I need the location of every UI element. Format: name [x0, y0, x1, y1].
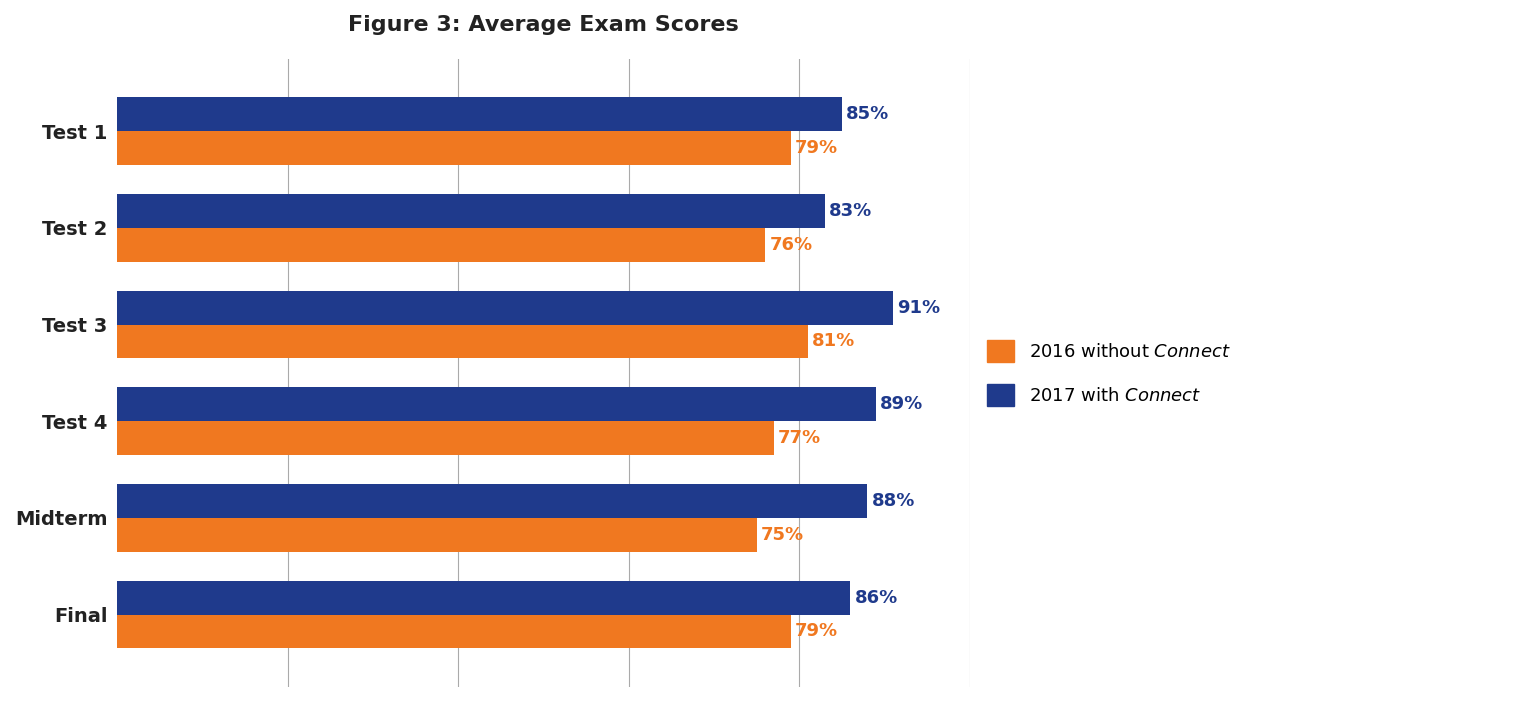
Text: 89%: 89% [880, 395, 923, 413]
Bar [117, 324, 807, 359]
Text: 81%: 81% [812, 333, 854, 350]
Bar [117, 388, 876, 421]
Text: 79%: 79% [795, 139, 838, 157]
Bar [117, 194, 824, 228]
Text: 85%: 85% [845, 105, 889, 124]
Text: 88%: 88% [871, 492, 915, 510]
Bar [117, 421, 774, 455]
Bar [117, 228, 765, 262]
Bar [117, 131, 790, 165]
Text: 75%: 75% [762, 526, 804, 544]
Bar [117, 484, 867, 518]
Bar [117, 581, 850, 614]
Legend: 2016 without $\it{Connect}$, 2017 with $\it{Connect}$: 2016 without $\it{Connect}$, 2017 with $… [987, 340, 1231, 406]
Text: 79%: 79% [795, 623, 838, 640]
Bar [117, 518, 757, 552]
Text: 83%: 83% [829, 202, 873, 220]
Bar [117, 291, 892, 324]
Bar [117, 98, 842, 131]
Bar [117, 614, 790, 649]
Text: 86%: 86% [854, 588, 897, 607]
Text: 91%: 91% [897, 298, 940, 317]
Text: 76%: 76% [769, 236, 812, 254]
Text: 77%: 77% [778, 429, 821, 447]
Title: Figure 3: Average Exam Scores: Figure 3: Average Exam Scores [349, 15, 739, 35]
